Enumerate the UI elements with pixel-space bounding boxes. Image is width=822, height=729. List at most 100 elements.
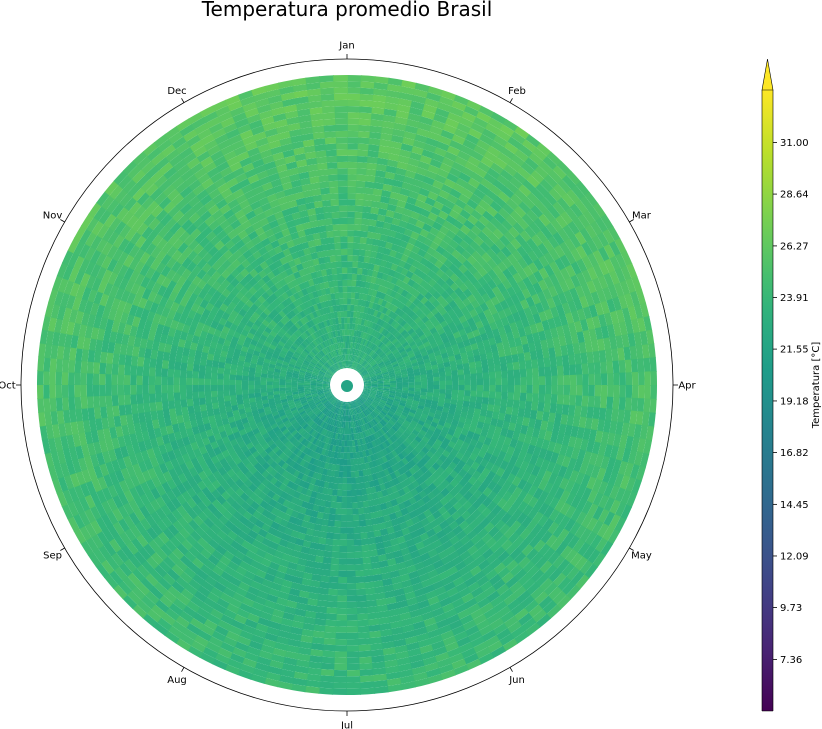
heatmap-cell	[332, 224, 341, 231]
heatmap-cell	[229, 374, 237, 381]
heatmap-cell	[353, 414, 357, 421]
heatmap-cell	[217, 378, 224, 385]
heatmap-cell	[366, 356, 372, 362]
heatmap-cell	[338, 545, 347, 553]
heatmap-cell	[569, 385, 577, 396]
heatmap-cell	[383, 383, 391, 386]
heatmap-cell	[347, 292, 352, 299]
heatmap-cell	[319, 231, 328, 239]
heatmap-cell	[352, 402, 356, 409]
heatmap-cell	[336, 495, 343, 503]
heatmap-cell	[495, 385, 502, 393]
heatmap-cell	[342, 360, 345, 368]
heatmap-cell	[173, 368, 181, 378]
heatmap-cell	[322, 356, 328, 362]
heatmap-cell	[130, 403, 139, 415]
heatmap-cell	[322, 379, 330, 382]
heatmap-cell	[337, 408, 341, 415]
heatmap-cell	[316, 156, 328, 164]
heatmap-cell	[346, 465, 351, 472]
heatmap-cell	[364, 377, 371, 381]
heatmap-cell	[168, 360, 176, 370]
heatmap-cell	[359, 526, 367, 534]
heatmap-cell	[241, 389, 249, 395]
heatmap-cell	[353, 545, 362, 553]
heatmap-cell	[320, 237, 329, 245]
heatmap-cell	[353, 401, 357, 408]
heatmap-cell	[382, 373, 389, 377]
heatmap-cell	[363, 374, 370, 378]
heatmap-cell	[538, 376, 546, 386]
heatmap-cell	[323, 377, 330, 381]
heatmap-cell	[364, 378, 371, 382]
heatmap-cell	[362, 371, 368, 376]
heatmap-cell	[303, 384, 311, 387]
heatmap-cell	[357, 155, 369, 163]
heatmap-cell	[537, 402, 545, 413]
heatmap-cell	[355, 186, 366, 194]
heatmap-cell	[321, 366, 328, 372]
heatmap-cell	[304, 406, 312, 413]
heatmap-cell	[368, 413, 374, 420]
heatmap-cell	[198, 397, 206, 405]
heatmap-cell	[322, 556, 332, 564]
heatmap-cell	[340, 242, 348, 249]
heatmap-cell	[361, 395, 368, 400]
heatmap-cell	[537, 358, 545, 369]
heatmap-cell	[305, 394, 312, 399]
heatmap-cell	[339, 211, 348, 218]
heatmap-cell	[525, 393, 533, 403]
heatmap-cell	[445, 370, 452, 377]
heatmap-cell	[136, 384, 143, 395]
heatmap-cell	[402, 382, 409, 386]
heatmap-cell	[367, 349, 373, 356]
heatmap-cell	[361, 411, 366, 418]
heatmap-cell	[380, 354, 387, 360]
heatmap-cell	[532, 393, 539, 403]
heatmap-cell	[372, 400, 379, 406]
heatmap-cell	[370, 362, 377, 368]
heatmap-cell	[385, 401, 393, 407]
heatmap-cell	[370, 375, 377, 379]
heatmap-cell	[349, 354, 352, 361]
heatmap-cell	[323, 390, 330, 394]
heatmap-cell	[356, 400, 361, 406]
heatmap-cell	[338, 361, 342, 368]
heatmap-cell	[389, 378, 397, 382]
heatmap-cell	[337, 570, 347, 578]
heatmap-cell	[345, 415, 347, 422]
heatmap-cell	[359, 351, 364, 358]
heatmap-cell	[364, 389, 371, 393]
heatmap-cell	[333, 520, 341, 528]
heatmap-cell	[350, 421, 353, 428]
heatmap-cell	[355, 356, 360, 363]
heatmap-cell	[336, 355, 340, 363]
heatmap-cell	[349, 415, 352, 422]
heatmap-cell	[331, 351, 336, 358]
heatmap-cell	[361, 418, 366, 425]
heatmap-cell	[347, 168, 358, 175]
heatmap-cell	[359, 358, 364, 365]
heatmap-cell	[383, 405, 391, 411]
heatmap-cell	[365, 385, 372, 387]
heatmap-cell	[337, 401, 341, 408]
heatmap-cell	[336, 155, 348, 163]
heatmap-cell	[316, 384, 323, 387]
heatmap-cell	[320, 368, 327, 373]
heatmap-cell	[310, 390, 318, 394]
heatmap-cell	[365, 386, 372, 389]
heatmap-cell	[317, 402, 324, 408]
heatmap-cell	[305, 355, 313, 362]
heatmap-cell	[439, 380, 446, 386]
heatmap-cell	[358, 398, 364, 405]
heatmap-cell	[322, 408, 328, 414]
heatmap-cell	[363, 401, 370, 408]
heatmap-cell	[379, 400, 386, 406]
heatmap-cell	[506, 362, 514, 372]
heatmap-cell	[341, 360, 344, 368]
heatmap-cell	[352, 248, 360, 256]
heatmap-cell	[346, 421, 349, 429]
heatmap-cell	[322, 385, 329, 388]
heatmap-cell	[310, 378, 317, 381]
heatmap-cell	[316, 345, 322, 352]
